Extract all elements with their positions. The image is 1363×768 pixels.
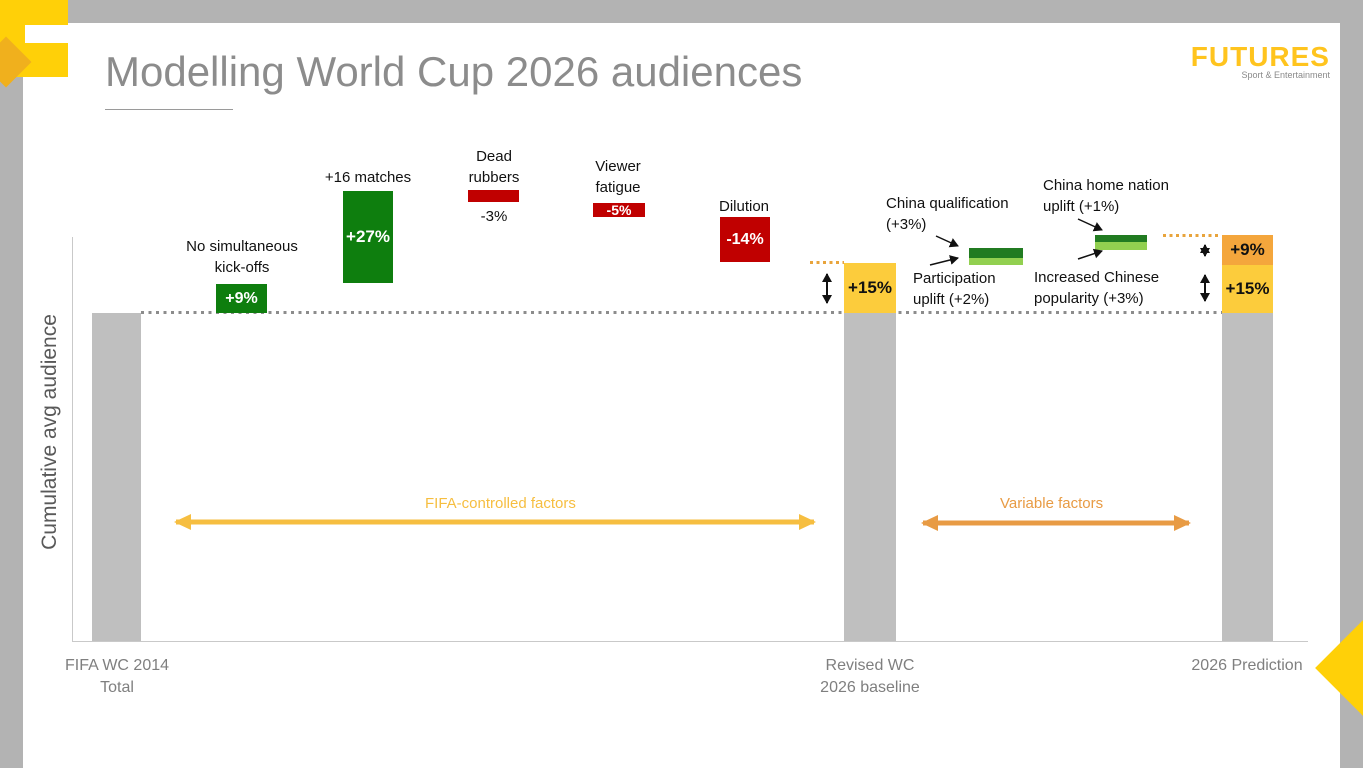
revised-level-dotted-line: [810, 261, 844, 264]
label-line: rubbers: [468, 169, 520, 186]
label-line: China home nation: [1043, 177, 1169, 194]
label-line: fatigue: [595, 179, 641, 196]
label-no-simultaneous-kickoffs: No simultaneous kick-offs: [162, 236, 322, 278]
label-line: 2026 baseline: [820, 679, 920, 696]
bar-viewer-fatigue: -5%: [593, 202, 645, 218]
label-line: China qualification: [886, 195, 1009, 212]
china-qualification-leader-arrow: [935, 235, 959, 248]
label-increased-chinese-popularity: Increased Chinese popularity (+3%): [1034, 267, 1194, 309]
baseline-dotted-line: [141, 311, 1222, 314]
right-gray-band: [1340, 0, 1363, 768]
label-variable-factors: Variable factors: [1000, 495, 1104, 512]
title-underline: [105, 109, 233, 110]
x-axis-line: [72, 641, 1308, 642]
bar-participation-uplift: [969, 258, 1023, 265]
label-china-qualification: China qualification (+3%): [886, 193, 1046, 235]
y-axis-line: [72, 237, 73, 641]
bar-value: +9%: [225, 289, 258, 307]
label-viewer-fatigue: Viewer fatigue: [568, 156, 668, 198]
bar-no-simultaneous-kickoffs: +9%: [216, 284, 267, 313]
label-line: uplift (+2%): [913, 291, 990, 308]
participation-uplift-leader-arrow: [929, 255, 959, 266]
bar-2026-prediction-fifa-component: +15%: [1222, 265, 1273, 313]
label-line: FIFA WC 2014: [64, 657, 170, 674]
label-participation-uplift: Participation uplift (+2%): [913, 268, 1053, 310]
bar-value: -5%: [606, 202, 632, 218]
left-gray-band: [0, 0, 23, 768]
bar-2026-prediction-variable-component: +9%: [1222, 235, 1273, 265]
bar-dead-rubbers: [468, 190, 519, 202]
top-left-notch: [25, 25, 68, 43]
x-label-2026-prediction: 2026 Prediction: [1191, 657, 1303, 674]
bar-china-home-nation-uplift: [1095, 235, 1147, 242]
bar-revised-uplift: +15%: [844, 263, 896, 313]
bar-dilution: -14%: [720, 217, 770, 262]
bar-revised-wc-2026-baseline: [844, 313, 896, 641]
slide-title: Modelling World Cup 2026 audiences: [105, 48, 803, 95]
label-dilution: Dilution: [718, 198, 770, 215]
label-dead-rubbers-value: -3%: [480, 208, 508, 225]
futures-logo: FUTURES Sport & Entertainment: [1150, 41, 1330, 81]
y-axis-label: Cumulative avg audience: [38, 314, 61, 550]
prediction-level-dotted-line: [1163, 234, 1221, 237]
label-dead-rubbers: Dead rubbers: [444, 146, 544, 188]
logo-tagline-text: Sport & Entertainment: [1241, 70, 1330, 80]
x-label-revised-wc-2026: Revised WC 2026 baseline: [790, 655, 950, 699]
label-line: Viewer: [595, 158, 641, 175]
label-line: uplift (+1%): [1043, 198, 1120, 215]
top-gray-band: [0, 0, 1363, 23]
bar-value: +15%: [848, 278, 892, 297]
bar-plus-16-matches: +27%: [343, 191, 393, 283]
label-line: (+3%): [886, 216, 927, 233]
label-china-home-nation: China home nation uplift (+1%): [1043, 175, 1203, 217]
bar-2026-prediction-base: [1222, 313, 1273, 641]
bar-china-qualification: [969, 248, 1023, 258]
label-line: No simultaneous: [186, 238, 298, 255]
label-line: Dead: [476, 148, 512, 165]
label-line: Total: [100, 679, 134, 696]
label-line: Revised WC: [825, 657, 915, 674]
bar-value: +15%: [1225, 279, 1270, 298]
label-line: popularity (+3%): [1034, 290, 1144, 307]
label-plus-16-matches: +16 matches: [324, 169, 412, 186]
bar-fifa-wc-2014-total: [92, 313, 141, 641]
label-line: kick-offs: [214, 259, 270, 276]
logo-brand-text: FUTURES: [1190, 41, 1330, 72]
bar-value: +9%: [1230, 240, 1265, 259]
china-home-nation-leader-arrow: [1077, 218, 1103, 232]
bar-value: -14%: [726, 230, 764, 248]
x-label-fifa-wc-2014: FIFA WC 2014 Total: [37, 655, 197, 699]
label-fifa-controlled-factors: FIFA-controlled factors: [425, 495, 576, 512]
bar-increased-chinese-popularity: [1095, 242, 1147, 250]
label-line: Participation: [913, 270, 996, 287]
bar-value: +27%: [346, 227, 390, 246]
increased-chinese-popularity-leader-arrow: [1077, 248, 1103, 260]
label-line: Increased Chinese: [1034, 269, 1160, 286]
